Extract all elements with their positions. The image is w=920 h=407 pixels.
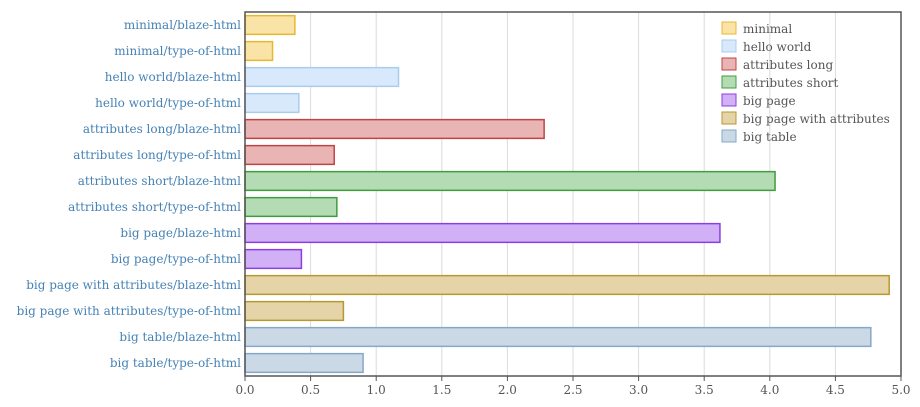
category-labels: minimal/blaze-html minimal/type-of-html he… xyxy=(17,18,242,370)
legend-swatch xyxy=(721,39,737,53)
bar[interactable] xyxy=(244,248,303,270)
bar[interactable] xyxy=(244,326,872,348)
x-tick-label: 2.5 xyxy=(563,383,582,397)
x-tick-label: 4.5 xyxy=(826,383,845,397)
legend-swatch xyxy=(721,21,737,35)
category-label: attributes short/type-of-html xyxy=(68,200,241,214)
bar[interactable] xyxy=(244,40,274,62)
category-label: big page/type-of-html xyxy=(111,252,241,266)
category-label: big page with attributes/blaze-html xyxy=(26,278,241,292)
legend-swatch xyxy=(721,57,737,71)
x-tick-label: 1.5 xyxy=(432,383,451,397)
legend-label: big table xyxy=(743,130,797,144)
category-label: hello world/blaze-html xyxy=(105,70,241,84)
bar[interactable] xyxy=(244,66,400,88)
legend-label: hello world xyxy=(743,40,812,54)
x-tick-label: 1.0 xyxy=(367,383,386,397)
bar[interactable] xyxy=(244,274,890,296)
bar[interactable] xyxy=(244,92,300,114)
legend: minimal hello world attributes long attribu… xyxy=(721,21,890,144)
category-label: hello world/type-of-html xyxy=(95,96,241,110)
category-label: attributes long/blaze-html xyxy=(83,122,241,136)
x-tick-label: 0.0 xyxy=(235,383,254,397)
bar[interactable] xyxy=(244,170,776,192)
category-label: attributes long/type-of-html xyxy=(73,148,241,162)
legend-label: big page xyxy=(743,94,796,108)
legend-swatch xyxy=(721,111,737,125)
legend-swatch xyxy=(721,75,737,89)
legend-label: attributes long xyxy=(743,58,833,72)
x-tick-label: 3.0 xyxy=(629,383,648,397)
bar[interactable] xyxy=(244,144,335,166)
category-label: big page/blaze-html xyxy=(120,226,241,240)
legend-label: minimal xyxy=(743,22,792,36)
category-label: big table/type-of-html xyxy=(110,356,241,370)
x-tick-label: 5.0 xyxy=(891,383,910,397)
category-label: attributes short/blaze-html xyxy=(78,174,241,188)
bar[interactable] xyxy=(244,196,338,218)
category-label: minimal/type-of-html xyxy=(114,44,241,58)
x-tick-label: 0.5 xyxy=(301,383,320,397)
x-tick-label: 4.0 xyxy=(760,383,779,397)
x-tick-label: 2.0 xyxy=(498,383,517,397)
category-label: minimal/blaze-html xyxy=(124,18,241,32)
bar[interactable] xyxy=(244,118,545,140)
legend-swatch xyxy=(721,93,737,107)
x-axis-ticks: 0.0 0.5 1.0 1.5 2.0 2.5 3.0 3.5 4.0 4.5 5.0 xyxy=(235,376,911,397)
bar[interactable] xyxy=(244,222,721,244)
legend-swatch xyxy=(721,129,737,143)
legend-label: big page with attributes xyxy=(743,112,890,126)
category-label: big page with attributes/type-of-html xyxy=(17,304,241,318)
category-label: big table/blaze-html xyxy=(119,330,241,344)
x-tick-label: 3.5 xyxy=(695,383,714,397)
bar[interactable] xyxy=(244,352,364,374)
bar[interactable] xyxy=(244,300,345,322)
legend-label: attributes short xyxy=(743,76,839,90)
bar[interactable] xyxy=(244,14,296,36)
